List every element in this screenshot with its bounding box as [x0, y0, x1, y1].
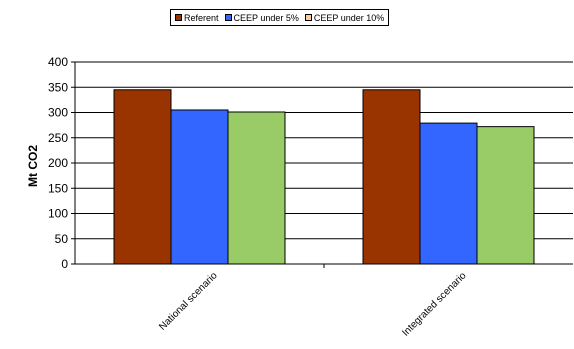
x-tick-label: Integrated scenario	[400, 270, 469, 339]
y-tick-label: 50	[55, 232, 69, 246]
x-tick-label: National scenario	[157, 270, 220, 333]
bars	[113, 89, 535, 265]
y-tick-label: 350	[48, 80, 68, 94]
y-tick-label: 100	[48, 207, 68, 221]
y-tick-label: 400	[48, 55, 68, 69]
bar	[113, 89, 172, 265]
bar	[227, 111, 286, 265]
bar	[476, 126, 535, 265]
y-tick-label: 0	[61, 257, 68, 271]
legend-item-ceep-10: CEEP under 10%	[304, 12, 385, 23]
axes	[74, 62, 573, 268]
legend-label-ceep-5: CEEP under 5%	[233, 12, 299, 23]
bar	[419, 122, 478, 265]
y-tick-label: 250	[48, 131, 68, 145]
y-tick-label: 150	[48, 181, 68, 195]
legend-swatch-ceep-10	[304, 14, 312, 21]
y-tick-label: 200	[48, 156, 68, 170]
bar	[362, 89, 421, 265]
legend-swatch-ceep-5	[224, 14, 232, 21]
bar	[170, 109, 229, 265]
legend-item-ceep-5: CEEP under 5%	[224, 12, 299, 23]
y-tick-label: 300	[48, 106, 68, 120]
chart-legend: Referent CEEP under 5% CEEP under 10%	[170, 9, 390, 26]
y-axis-label: Mt CO2	[26, 145, 40, 187]
x-tick-labels: National scenario Integrated scenario	[157, 270, 469, 339]
y-tick-labels: 0 50 100 150 200 250 300 350 400	[48, 55, 68, 271]
legend-label-referent: Referent	[184, 12, 219, 23]
legend-swatch-referent	[175, 14, 182, 21]
legend-label-ceep-10: CEEP under 10%	[313, 12, 385, 23]
legend-item-referent: Referent	[175, 13, 219, 23]
